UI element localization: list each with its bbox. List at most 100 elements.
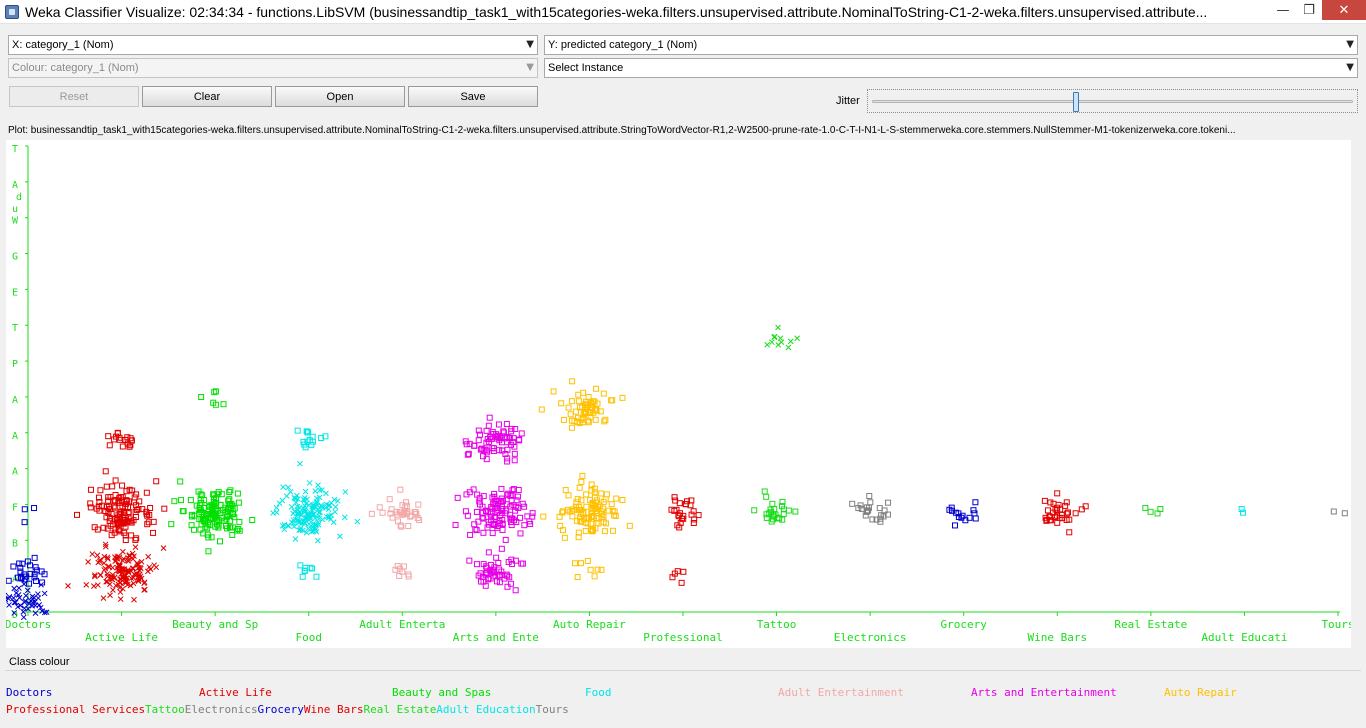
data-point[interactable] xyxy=(504,491,511,498)
data-point[interactable] xyxy=(485,509,492,516)
data-point[interactable] xyxy=(393,508,400,515)
data-point[interactable] xyxy=(619,496,626,503)
data-point[interactable] xyxy=(408,512,415,519)
data-point[interactable] xyxy=(493,578,500,585)
data-point[interactable] xyxy=(112,491,119,498)
data-point[interactable] xyxy=(144,568,151,575)
data-point[interactable] xyxy=(290,516,297,523)
data-point[interactable] xyxy=(113,517,120,524)
data-point[interactable] xyxy=(780,510,787,517)
data-point[interactable] xyxy=(1054,519,1061,526)
data-point[interactable] xyxy=(33,577,40,584)
data-point[interactable] xyxy=(507,515,514,522)
data-point[interactable] xyxy=(595,520,602,527)
data-point[interactable] xyxy=(587,414,594,421)
data-point[interactable] xyxy=(141,587,147,593)
data-point[interactable] xyxy=(397,486,404,493)
data-point[interactable] xyxy=(205,548,212,555)
data-point[interactable] xyxy=(291,494,298,501)
data-point[interactable] xyxy=(309,433,316,440)
data-point[interactable] xyxy=(1330,508,1337,515)
data-point[interactable] xyxy=(24,587,31,594)
data-point[interactable] xyxy=(1048,517,1055,524)
data-point[interactable] xyxy=(611,512,618,519)
data-point[interactable] xyxy=(572,560,579,567)
data-point[interactable] xyxy=(608,397,615,404)
data-point[interactable] xyxy=(129,550,136,557)
data-point[interactable] xyxy=(1044,507,1051,514)
data-point[interactable] xyxy=(504,455,511,462)
data-point[interactable] xyxy=(226,489,233,496)
data-point[interactable] xyxy=(540,513,547,520)
data-point[interactable] xyxy=(515,486,522,493)
data-point[interactable] xyxy=(885,499,892,506)
data-point[interactable] xyxy=(119,443,126,450)
data-point[interactable] xyxy=(690,519,697,526)
data-point[interactable] xyxy=(161,505,168,512)
data-point[interactable] xyxy=(475,572,482,579)
data-point[interactable] xyxy=(21,599,28,606)
data-point[interactable] xyxy=(39,579,46,586)
data-point[interactable] xyxy=(235,525,242,532)
data-point[interactable] xyxy=(332,509,338,515)
data-point[interactable] xyxy=(1063,499,1070,506)
data-point[interactable] xyxy=(113,557,119,564)
data-point[interactable] xyxy=(114,429,121,436)
data-point[interactable] xyxy=(280,484,286,491)
data-point[interactable] xyxy=(116,436,123,443)
data-point[interactable] xyxy=(502,536,509,543)
data-point[interactable] xyxy=(507,580,514,587)
data-point[interactable] xyxy=(512,587,519,594)
data-point[interactable] xyxy=(573,506,580,513)
data-point[interactable] xyxy=(583,503,590,510)
data-point[interactable] xyxy=(97,572,104,578)
data-point[interactable] xyxy=(315,537,321,544)
save-button[interactable]: Save xyxy=(408,86,538,107)
data-point[interactable] xyxy=(499,447,506,454)
data-point[interactable] xyxy=(125,568,132,575)
data-point[interactable] xyxy=(416,517,423,524)
data-point[interactable] xyxy=(93,505,100,512)
data-point[interactable] xyxy=(575,529,582,536)
data-point[interactable] xyxy=(479,503,486,510)
data-point[interactable] xyxy=(281,522,288,528)
data-point[interactable] xyxy=(772,333,778,340)
data-point[interactable] xyxy=(103,483,110,490)
data-point[interactable] xyxy=(297,518,303,524)
data-point[interactable] xyxy=(779,498,786,505)
data-point[interactable] xyxy=(602,416,609,423)
data-point[interactable] xyxy=(199,516,206,523)
data-point[interactable] xyxy=(229,532,236,539)
data-point[interactable] xyxy=(398,523,405,530)
data-point[interactable] xyxy=(119,557,126,564)
data-point[interactable] xyxy=(569,378,576,385)
data-point[interactable] xyxy=(589,400,596,407)
data-point[interactable] xyxy=(769,339,775,346)
data-point[interactable] xyxy=(97,556,104,563)
data-point[interactable] xyxy=(873,516,880,523)
data-point[interactable] xyxy=(128,437,135,444)
data-point[interactable] xyxy=(105,497,112,504)
data-point[interactable] xyxy=(302,488,309,495)
data-point[interactable] xyxy=(285,484,292,491)
data-point[interactable] xyxy=(613,495,620,502)
data-point[interactable] xyxy=(480,529,487,536)
data-point[interactable] xyxy=(303,529,310,536)
data-point[interactable] xyxy=(619,394,626,401)
data-point[interactable] xyxy=(678,579,685,586)
data-point[interactable] xyxy=(400,510,407,517)
data-point[interactable] xyxy=(489,568,496,575)
data-point[interactable] xyxy=(582,402,589,409)
data-point[interactable] xyxy=(301,441,308,448)
data-point[interactable] xyxy=(106,442,113,449)
data-point[interactable] xyxy=(37,604,44,611)
data-point[interactable] xyxy=(775,341,782,348)
data-point[interactable] xyxy=(227,517,234,524)
data-point[interactable] xyxy=(312,515,319,522)
data-point[interactable] xyxy=(100,524,107,531)
data-point[interactable] xyxy=(108,573,114,580)
data-point[interactable] xyxy=(17,574,24,581)
data-point[interactable] xyxy=(226,496,233,503)
data-point[interactable] xyxy=(480,561,487,568)
data-point[interactable] xyxy=(309,438,316,445)
